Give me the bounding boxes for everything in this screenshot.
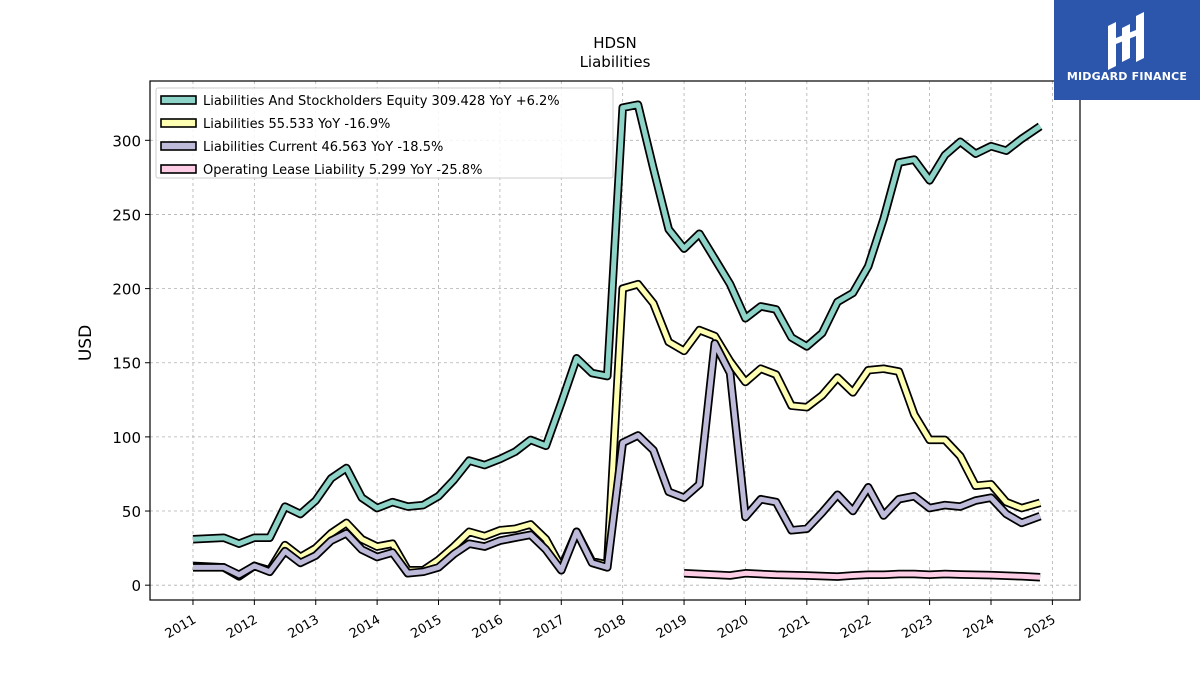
- legend-swatch: [160, 164, 197, 174]
- legend-label: Liabilities 55.533 YoY -16.9%: [203, 117, 390, 132]
- y-axis: 0 50 100 150 200 250 300: [112, 132, 150, 595]
- x-tick-label: 2025: [1022, 612, 1058, 642]
- x-tick-label: 2021: [777, 612, 813, 642]
- series-group: [192, 100, 1043, 582]
- y-axis-label: USD: [76, 325, 96, 361]
- y-tick-label: 150: [112, 355, 141, 373]
- series-line-liabilities-and-stockholders-equity: [192, 102, 1042, 547]
- y-tick-label: 250: [112, 206, 141, 224]
- brand-logo: MIDGARD FINANCE: [1054, 0, 1200, 100]
- x-tick-label: 2013: [286, 612, 322, 642]
- x-tick-label: 2018: [593, 612, 629, 642]
- x-tick-label: 2022: [838, 612, 874, 642]
- legend-swatch: [160, 118, 197, 128]
- brand-mark-icon: [1108, 12, 1144, 70]
- x-axis: 2011 2012 2013 2014 2015 2016 2017 2018 2019 2020…: [163, 600, 1058, 642]
- y-tick-label: 100: [112, 429, 141, 447]
- legend-label: Liabilities Current 46.563 YoY -18.5%: [203, 140, 443, 155]
- x-tick-label: 2014: [347, 612, 383, 642]
- y-tick-label: 300: [112, 132, 141, 150]
- x-tick-label: 2023: [899, 612, 935, 642]
- chart-title: HDSN: [593, 34, 637, 52]
- series-line-liabilities-current: [193, 341, 1041, 578]
- x-tick-label: 2020: [715, 612, 751, 642]
- series-line-operating-lease-liability: [683, 570, 1041, 580]
- legend-swatch: [160, 141, 197, 151]
- plot-frame: [149, 80, 1081, 601]
- y-tick-label: 0: [131, 577, 141, 595]
- y-tick-label: 200: [112, 281, 141, 299]
- series-line-liabilities: [192, 281, 1041, 579]
- x-tick-label: 2019: [654, 612, 690, 642]
- legend-box: [155, 87, 614, 179]
- x-tick-label: 2011: [163, 612, 199, 642]
- x-tick-label: 2012: [224, 612, 260, 642]
- chart-subtitle: Liabilities: [580, 53, 651, 71]
- brand-name: MIDGARD FINANCE: [1066, 70, 1188, 83]
- y-tick-label: 50: [122, 503, 141, 521]
- x-tick-label: 2015: [408, 612, 444, 642]
- x-tick-label: 2024: [961, 612, 997, 642]
- legend-label: Liabilities And Stockholders Equity 309.…: [203, 94, 560, 109]
- x-tick-label: 2017: [531, 612, 567, 642]
- legend-label: Operating Lease Liability 5.299 YoY -25.…: [203, 163, 482, 178]
- legend: Liabilities And Stockholders Equity 309.…: [155, 87, 614, 179]
- x-tick-label: 2016: [470, 612, 506, 642]
- legend-swatch: [160, 95, 197, 105]
